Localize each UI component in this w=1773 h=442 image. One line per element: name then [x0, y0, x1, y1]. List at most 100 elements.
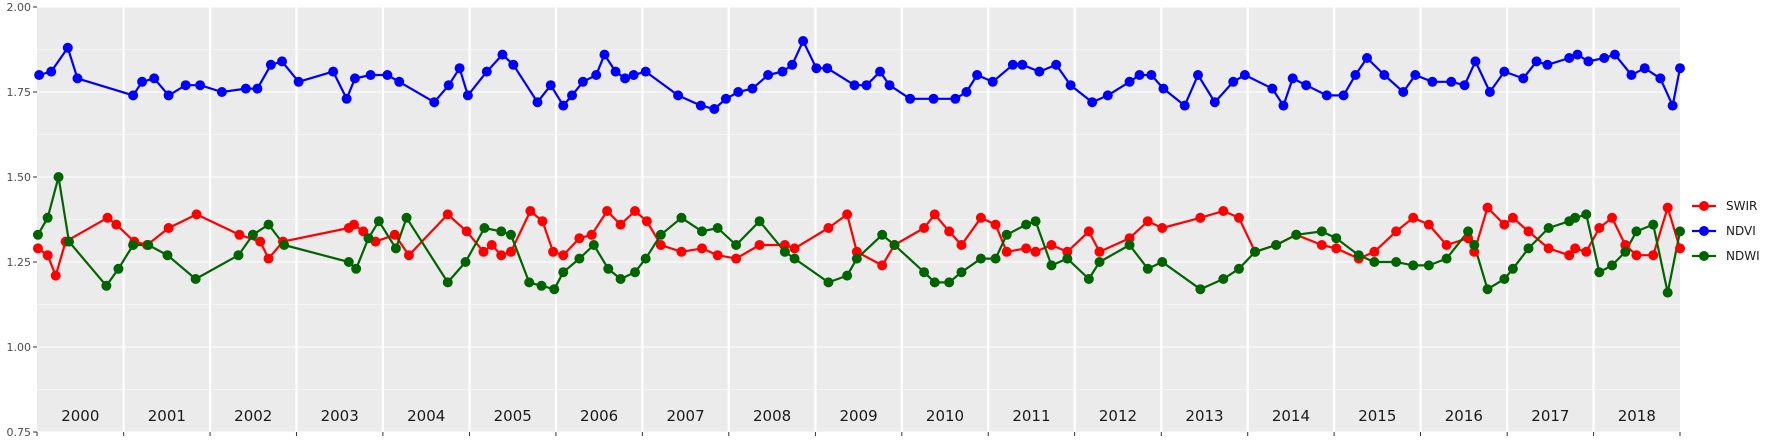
point-ndwi: [1331, 233, 1342, 244]
point-swir: [1030, 246, 1041, 257]
point-ndwi: [549, 284, 560, 295]
point-ndwi: [1142, 263, 1153, 274]
point-ndwi: [1271, 240, 1282, 250]
year-label: 2015: [1358, 407, 1396, 425]
point-swir: [1083, 226, 1094, 237]
point-ndvi: [695, 100, 706, 111]
point-ndvi: [341, 93, 352, 104]
point-swir: [676, 246, 687, 257]
point-swir: [574, 233, 585, 244]
point-ndwi: [390, 243, 401, 254]
point-swir: [944, 226, 955, 237]
point-ndvi: [709, 104, 720, 114]
point-swir: [1331, 243, 1342, 254]
point-ndvi: [1675, 63, 1685, 74]
point-ndvi: [1410, 70, 1421, 80]
point-ndvi: [811, 63, 822, 74]
point-ndwi: [1391, 257, 1402, 267]
point-ndvi: [1459, 80, 1470, 91]
point-ndwi: [63, 236, 74, 247]
point-ndvi: [1007, 59, 1018, 70]
point-ndwi: [1124, 240, 1135, 250]
point-ndvi: [1158, 83, 1169, 94]
point-ndvi: [1583, 56, 1594, 67]
point-ndwi: [536, 280, 547, 291]
point-swir: [1046, 240, 1057, 250]
point-ndvi: [567, 90, 578, 101]
point-swir: [263, 253, 274, 264]
point-ndvi: [382, 70, 393, 80]
point-ndwi: [263, 219, 274, 230]
point-swir: [1094, 246, 1105, 257]
point-ndwi: [975, 253, 986, 264]
point-ndwi: [479, 223, 490, 233]
point-swir: [1648, 250, 1659, 261]
point-ndvi: [928, 93, 939, 104]
point-swir: [975, 212, 986, 223]
year-label: 2005: [494, 407, 532, 425]
point-ndwi: [1369, 257, 1380, 267]
point-swir: [558, 250, 569, 261]
y-tick-label: 1.50: [7, 171, 32, 184]
point-swir: [403, 250, 414, 261]
point-ndwi: [1157, 257, 1168, 267]
point-ndvi: [787, 59, 798, 70]
point-ndvi: [454, 63, 465, 74]
point-ndvi: [1667, 100, 1678, 111]
point-swir: [823, 223, 834, 233]
point-ndvi: [1087, 97, 1098, 108]
point-ndwi: [279, 240, 290, 250]
point-ndwi: [101, 280, 112, 291]
legend-label: NDWI: [1726, 249, 1760, 263]
point-ndwi: [1570, 212, 1581, 223]
point-ndvi: [277, 56, 288, 67]
point-ndvi: [1655, 73, 1666, 84]
point-swir: [1675, 243, 1685, 254]
legend-item-ndwi: NDWI: [1692, 249, 1760, 263]
point-swir: [442, 209, 453, 220]
point-swir: [602, 206, 613, 216]
point-swir: [712, 250, 723, 261]
point-ndwi: [53, 172, 64, 182]
point-ndvi: [1531, 56, 1542, 67]
point-ndwi: [1499, 274, 1510, 284]
year-label: 2018: [1618, 407, 1656, 425]
point-ndvi: [673, 90, 684, 101]
point-ndvi: [1209, 97, 1220, 108]
point-swir: [630, 206, 641, 216]
point-swir: [1142, 216, 1153, 227]
point-swir: [1316, 240, 1327, 250]
point-swir: [1408, 212, 1419, 223]
point-ndwi: [1469, 240, 1480, 250]
point-ndwi: [615, 274, 626, 284]
point-ndvi: [1017, 59, 1028, 70]
point-ndvi: [777, 66, 788, 77]
point-swir: [929, 209, 940, 220]
legend-key-point: [1699, 226, 1709, 236]
point-swir: [163, 223, 174, 233]
point-ndvi: [1228, 76, 1239, 87]
point-ndwi: [1250, 246, 1261, 257]
point-ndwi: [1620, 246, 1631, 257]
point-ndwi: [1218, 274, 1229, 284]
point-ndvi: [349, 73, 360, 84]
point-swir: [586, 229, 597, 240]
point-ndvi: [46, 66, 57, 77]
point-ndwi: [1543, 223, 1554, 233]
point-swir: [1001, 246, 1012, 257]
point-swir: [42, 250, 53, 261]
point-ndvi: [1518, 73, 1529, 84]
point-swir: [1233, 212, 1244, 223]
point-ndwi: [588, 240, 599, 250]
point-ndwi: [1675, 226, 1685, 237]
point-ndvi: [1179, 100, 1190, 111]
point-ndwi: [655, 229, 666, 240]
point-ndvi: [763, 70, 774, 80]
point-ndvi: [1239, 70, 1250, 80]
point-ndwi: [1046, 260, 1057, 271]
point-ndwi: [1523, 243, 1534, 254]
point-ndwi: [113, 263, 124, 274]
point-swir: [1607, 212, 1618, 223]
point-ndvi: [1338, 90, 1349, 101]
year-label: 2002: [234, 407, 272, 425]
